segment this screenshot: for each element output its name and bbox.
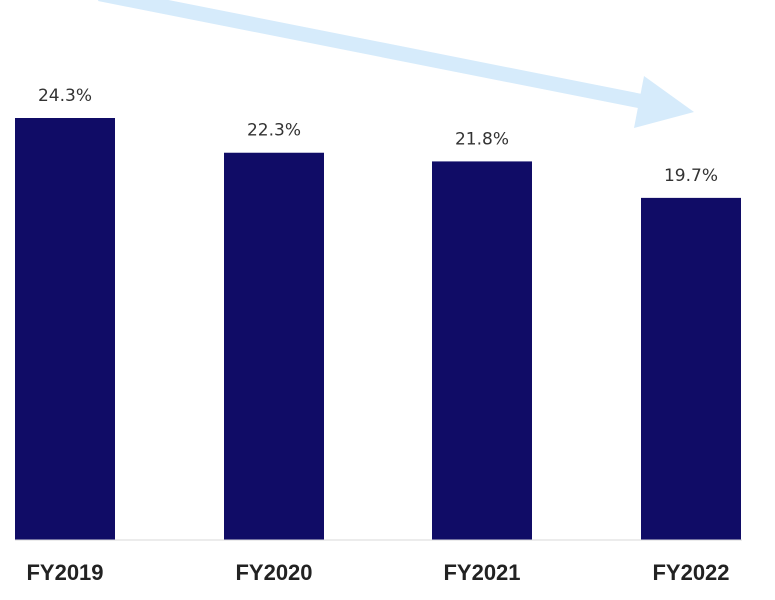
data-label-fy2022: 19.7%: [664, 166, 718, 186]
bar-fy2021: [432, 161, 532, 540]
x-tick-labels: FY2019 FY2020 FY2021 FY2022: [26, 560, 729, 585]
x-tick-label-fy2020: FY2020: [235, 560, 312, 585]
bar-fy2022: [641, 197, 741, 541]
bar-fy2019: [15, 118, 115, 540]
data-label-fy2019: 24.3%: [38, 86, 92, 106]
x-tick-label-fy2019: FY2019: [26, 560, 103, 585]
data-label-fy2020: 22.3%: [247, 121, 301, 141]
data-label-fy2021: 21.8%: [455, 129, 509, 149]
trend-arrow-shaft: [98, 0, 642, 108]
x-tick-label-fy2021: FY2021: [443, 560, 520, 585]
bar-fy2020: [224, 152, 324, 540]
bars: [15, 118, 741, 541]
trend-arrow: [98, 0, 694, 128]
data-labels: 24.3% 22.3% 21.8% 19.7%: [38, 86, 718, 186]
x-tick-label-fy2022: FY2022: [652, 560, 729, 585]
trend-arrow-head: [634, 76, 694, 128]
